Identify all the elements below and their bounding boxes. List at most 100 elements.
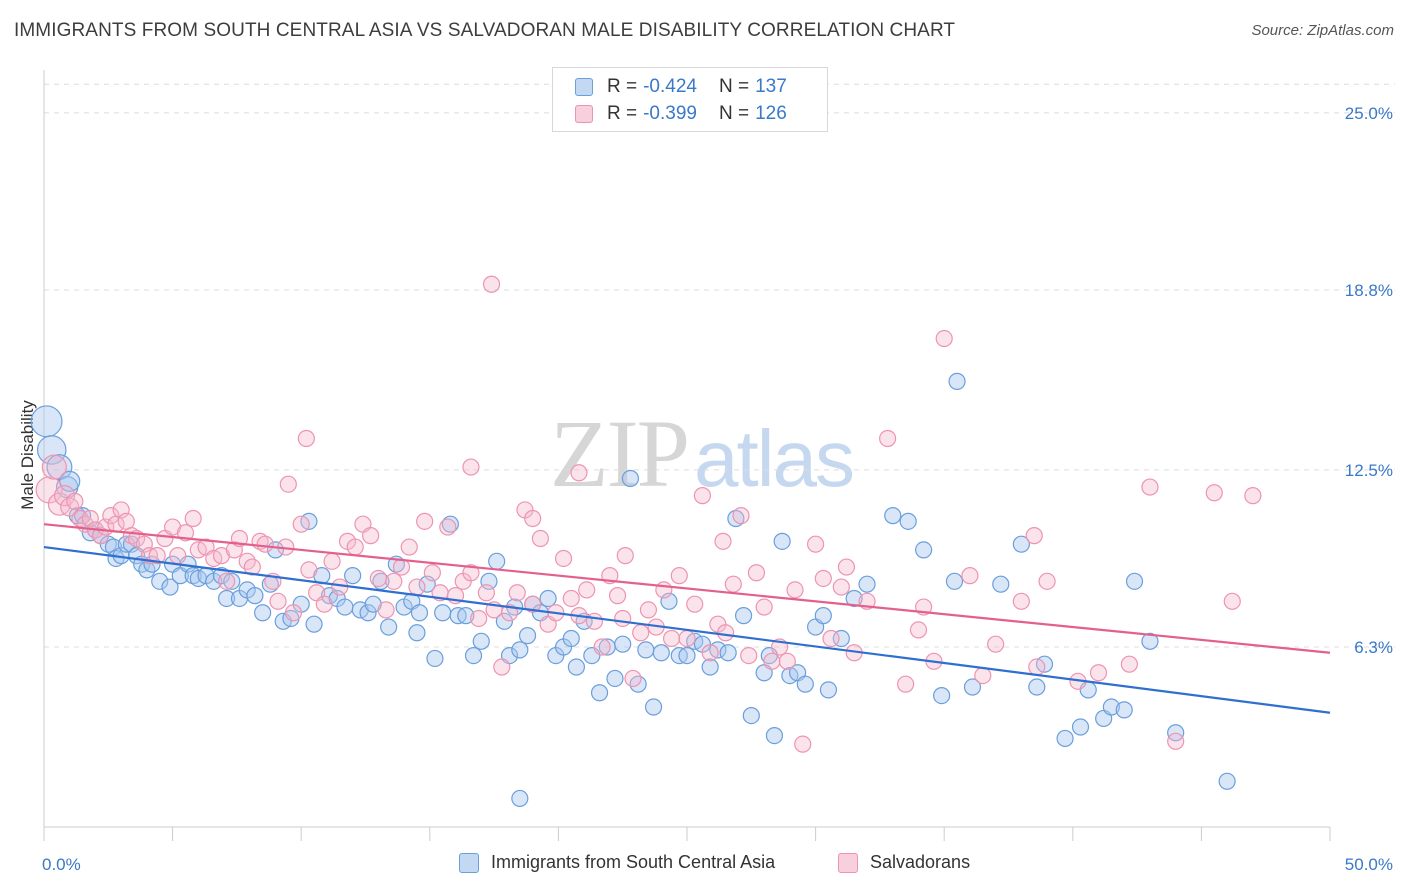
data-point — [300, 561, 318, 579]
data-point — [408, 578, 426, 596]
data-point — [632, 624, 650, 642]
data-point — [524, 509, 542, 528]
trend-lines — [43, 523, 1331, 714]
data-point — [441, 515, 459, 533]
data-point — [884, 507, 902, 525]
data-point — [292, 515, 310, 533]
data-point — [814, 607, 832, 625]
data-point — [945, 572, 964, 590]
data-point — [297, 429, 315, 448]
data-point — [655, 581, 673, 599]
legend-r-value: -0.424 — [643, 76, 697, 97]
data-point — [590, 684, 609, 702]
data-point — [1223, 592, 1241, 610]
data-point — [243, 558, 261, 576]
data-point — [107, 549, 125, 568]
data-point — [773, 532, 791, 550]
data-point — [462, 564, 480, 582]
legend-swatch-pink — [838, 852, 858, 873]
legend-n-value: 137 — [755, 76, 787, 97]
watermark-zip: ZIP — [550, 400, 690, 507]
data-point — [539, 589, 557, 608]
data-point — [269, 592, 287, 610]
data-point — [819, 681, 838, 699]
data-point — [495, 612, 513, 630]
data-point — [184, 567, 202, 585]
data-point — [400, 538, 418, 556]
data-point — [488, 552, 506, 570]
legend-label: Immigrants from South Central Asia — [491, 852, 776, 872]
data-point — [362, 527, 380, 545]
data-point — [59, 470, 81, 492]
data-point — [408, 624, 426, 642]
y-tick-label: 18.8% — [1345, 281, 1393, 300]
data-point — [36, 435, 67, 465]
data-point — [724, 575, 742, 593]
data-point — [117, 512, 135, 530]
legend-n-label: N = — [718, 76, 750, 97]
data-point — [91, 527, 110, 545]
data-point — [1012, 535, 1030, 553]
axes — [43, 70, 1331, 841]
data-point — [637, 641, 655, 659]
data-point — [385, 572, 403, 590]
data-point — [624, 669, 642, 688]
series-pink-points — [35, 275, 1262, 753]
data-point — [562, 629, 580, 648]
data-point — [151, 572, 169, 590]
data-point — [832, 578, 850, 596]
data-point — [670, 567, 688, 585]
data-point — [1244, 487, 1262, 505]
data-point — [218, 572, 236, 590]
data-point — [470, 609, 488, 628]
data-point — [765, 726, 784, 745]
data-point — [102, 507, 120, 525]
data-point — [246, 587, 264, 605]
data-point — [531, 529, 549, 548]
trend-line — [43, 545, 1331, 714]
data-point — [148, 547, 166, 565]
data-point — [678, 629, 696, 648]
watermark: ZIPatlas — [550, 398, 855, 509]
data-point — [218, 589, 236, 608]
data-point — [1218, 772, 1236, 790]
data-point — [734, 607, 753, 625]
data-point — [511, 789, 529, 808]
data-point — [518, 627, 537, 645]
data-point — [426, 649, 444, 668]
data-point — [511, 641, 529, 659]
tick-labels: 6.3% 12.5% 18.8% 25.0% 0.0% 50.0% — [42, 104, 1393, 874]
data-point — [961, 567, 979, 585]
data-point — [169, 547, 187, 565]
data-point — [578, 581, 596, 599]
data-point — [974, 666, 992, 685]
legend-swatch-blue — [575, 78, 593, 96]
data-point — [614, 635, 632, 653]
data-point — [644, 698, 663, 716]
legend-item-salvadorans[interactable]: Salvadorans — [838, 852, 970, 873]
data-point — [482, 275, 501, 293]
data-point — [701, 658, 719, 676]
chart-title: IMMIGRANTS FROM SOUTH CENTRAL ASIA VS SA… — [14, 20, 956, 41]
data-point — [323, 552, 341, 570]
data-point — [184, 509, 202, 528]
legend-item-south-central-asia[interactable]: Immigrants from South Central Asia — [459, 852, 775, 873]
data-point — [554, 549, 573, 568]
data-point — [380, 618, 398, 636]
data-point — [621, 469, 640, 488]
data-point — [763, 652, 781, 670]
data-point — [716, 624, 735, 642]
legend-swatch-pink — [575, 105, 593, 123]
data-point — [1167, 732, 1185, 750]
data-point — [606, 669, 624, 688]
data-point — [359, 604, 377, 622]
y-tick-label: 12.5% — [1345, 461, 1393, 480]
data-point — [434, 604, 452, 622]
data-point — [909, 621, 928, 639]
data-point — [879, 429, 897, 448]
data-point — [1056, 729, 1074, 748]
data-point — [570, 464, 588, 482]
data-point — [1102, 698, 1120, 716]
data-point — [915, 541, 933, 559]
data-point — [652, 644, 670, 662]
